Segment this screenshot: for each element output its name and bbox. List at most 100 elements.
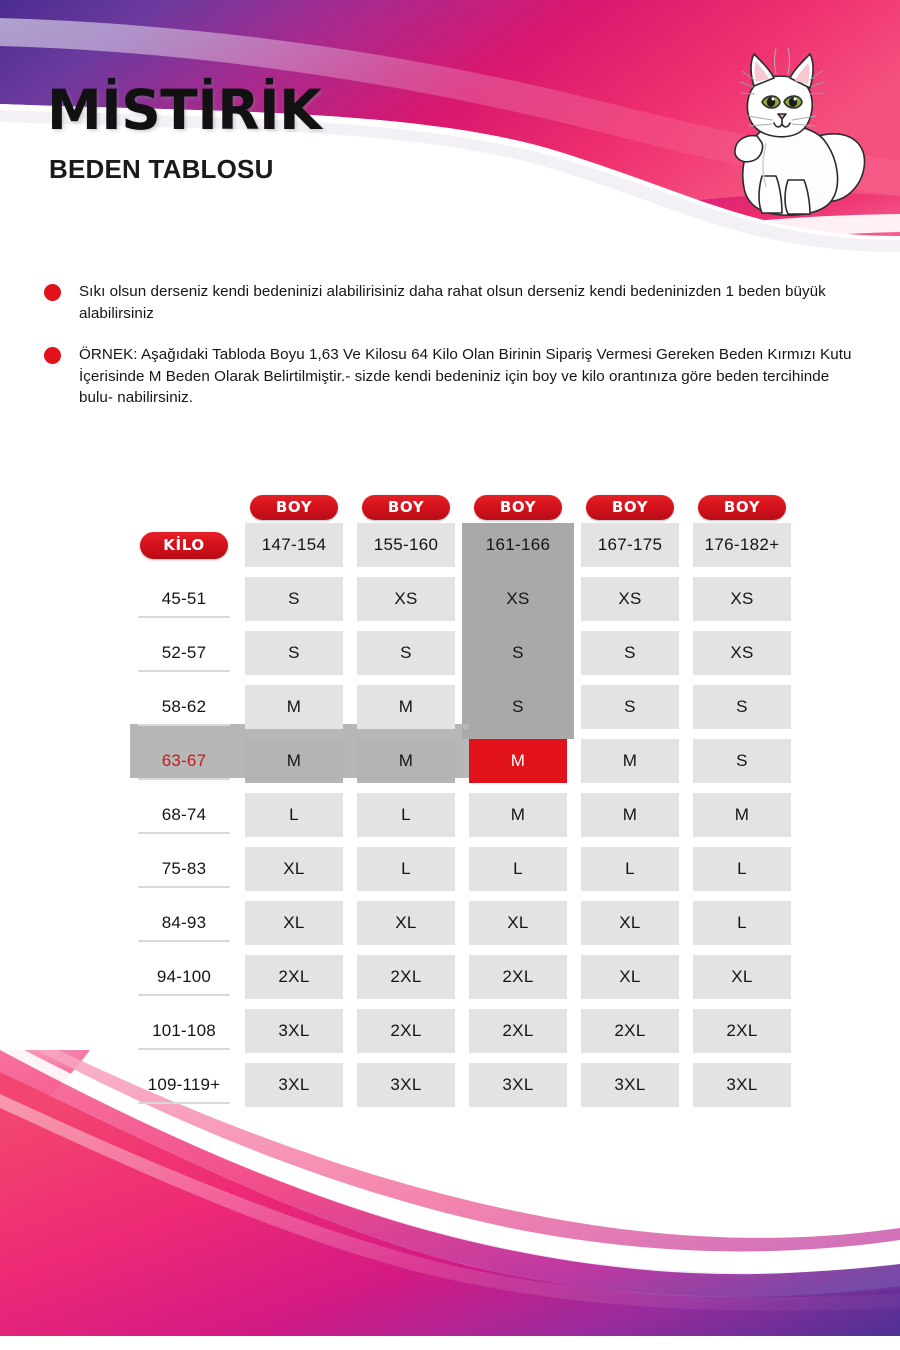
label-underline	[138, 670, 230, 672]
size-cell: XL	[245, 847, 343, 891]
height-header-wrap-2: 161-166	[462, 523, 574, 567]
size-cell-wrap: S	[462, 685, 574, 729]
size-cell: S	[581, 685, 679, 729]
size-cell-wrap: M	[350, 739, 462, 783]
cat-front-leg-right	[784, 179, 811, 215]
row-gap-cell	[462, 837, 574, 847]
size-cell: 3XL	[469, 1063, 567, 1107]
label-underline	[138, 940, 230, 942]
height-range-header: 147-154	[245, 523, 343, 567]
row-gap-cell	[462, 999, 574, 1009]
row-gap-cell	[462, 729, 574, 739]
boy-badge: BOY	[586, 494, 674, 520]
boy-badge-cell-2: BOY	[462, 494, 574, 520]
size-cell: M	[245, 739, 343, 783]
size-cell-wrap: XS	[686, 631, 798, 675]
size-cell-wrap: L	[574, 847, 686, 891]
size-cell: M	[357, 739, 455, 783]
size-cell: XL	[581, 955, 679, 999]
recommended-size-cell: M	[469, 739, 567, 783]
note-item: Sıkı olsun derseniz kendi bedeninizi ala…	[44, 281, 854, 324]
row-gap-cell	[686, 945, 798, 955]
boy-badge-cell-0: BOY	[238, 494, 350, 520]
size-cell: M	[245, 685, 343, 729]
size-cell: 2XL	[469, 1009, 567, 1053]
size-cell: L	[581, 847, 679, 891]
size-cell-wrap: XL	[238, 847, 350, 891]
size-cell: 2XL	[581, 1009, 679, 1053]
table-row: 101-108 3XL 2XL 2XL 2XL 2XL	[130, 1009, 810, 1053]
row-gap-cell	[462, 621, 574, 631]
size-cell-wrap: 2XL	[350, 1009, 462, 1053]
size-cell-wrap: XL	[574, 955, 686, 999]
bottom-ribbon-thin	[0, 1050, 90, 1134]
bottom-sheen	[0, 1094, 900, 1311]
size-cell: 2XL	[469, 955, 567, 999]
size-cell-wrap: 3XL	[238, 1009, 350, 1053]
label-underline	[138, 1102, 230, 1104]
row-gap-cell	[574, 729, 686, 739]
size-cell-wrap: S	[462, 631, 574, 675]
table-row: 58-62 M M S S S	[130, 685, 810, 729]
row-gap-cell	[462, 1053, 574, 1063]
row-gap-cell	[686, 891, 798, 901]
row-gap-cell	[686, 783, 798, 793]
size-cell: S	[693, 685, 791, 729]
row-gap-cell	[350, 675, 462, 685]
label-underline	[138, 886, 230, 888]
size-cell: S	[581, 631, 679, 675]
size-cell-wrap: XS	[462, 577, 574, 621]
size-cell-wrap: XL	[350, 901, 462, 945]
row-gap-cell	[350, 945, 462, 955]
size-cell-wrap: XL	[462, 901, 574, 945]
kilo-badge-cell: KİLO	[130, 523, 238, 567]
row-gap-cell	[238, 567, 350, 577]
size-cell: M	[693, 793, 791, 837]
table-row: 75-83 XL L L L L	[130, 847, 810, 891]
size-cell-wrap: M	[574, 793, 686, 837]
label-underline	[138, 832, 230, 834]
size-cell-wrap: 3XL	[574, 1063, 686, 1107]
size-cell: M	[469, 793, 567, 837]
row-gap-label	[130, 891, 238, 901]
size-cell-wrap: 3XL	[462, 1063, 574, 1107]
row-gap-cell	[686, 837, 798, 847]
size-cell-wrap: 2XL	[686, 1009, 798, 1053]
row-gap-label	[130, 945, 238, 955]
height-range-header: 176-182+	[693, 523, 791, 567]
height-header-wrap-1: 155-160	[350, 523, 462, 567]
size-cell: M	[581, 739, 679, 783]
cat-paw-raised	[734, 134, 764, 163]
size-cell-wrap: 3XL	[686, 1063, 798, 1107]
boy-badge-cell-1: BOY	[350, 494, 462, 520]
size-cell-wrap: M	[238, 739, 350, 783]
size-cell-wrap: L	[686, 847, 798, 891]
row-gap-cell	[686, 999, 798, 1009]
row-gap-cell	[686, 1053, 798, 1063]
size-cell: S	[245, 577, 343, 621]
height-header-wrap-0: 147-154	[238, 523, 350, 567]
page-subtitle: BEDEN TABLOSU	[49, 154, 274, 184]
weight-range-label: 52-57	[130, 631, 238, 675]
row-gap-cell	[238, 621, 350, 631]
bullet-dot-icon	[44, 284, 61, 301]
page-title: MİSTİRİK	[47, 78, 322, 142]
size-cell: XS	[357, 577, 455, 621]
bullet-dot-icon	[44, 347, 61, 365]
height-range-header: 155-160	[357, 523, 455, 567]
size-cell: 3XL	[581, 1063, 679, 1107]
row-gap-cell	[350, 567, 462, 577]
size-cell-wrap: XL	[238, 901, 350, 945]
row-gap-cell	[686, 729, 798, 739]
size-cell-wrap: L	[350, 847, 462, 891]
brand-block: MİSTİRİK BEDEN TABLOSU	[47, 78, 322, 185]
weight-range-label: 84-93	[130, 901, 238, 945]
row-gap-label	[130, 621, 238, 631]
size-cell-wrap: S	[350, 631, 462, 675]
size-table: BOY BOY BOY BOY BOY KİLO 147-154 155-160 161-166…	[130, 494, 810, 1107]
row-gap-label	[130, 675, 238, 685]
row-gap-cell	[350, 891, 462, 901]
label-underline	[138, 994, 230, 996]
table-row: 84-93 XL XL XL XL L	[130, 901, 810, 945]
